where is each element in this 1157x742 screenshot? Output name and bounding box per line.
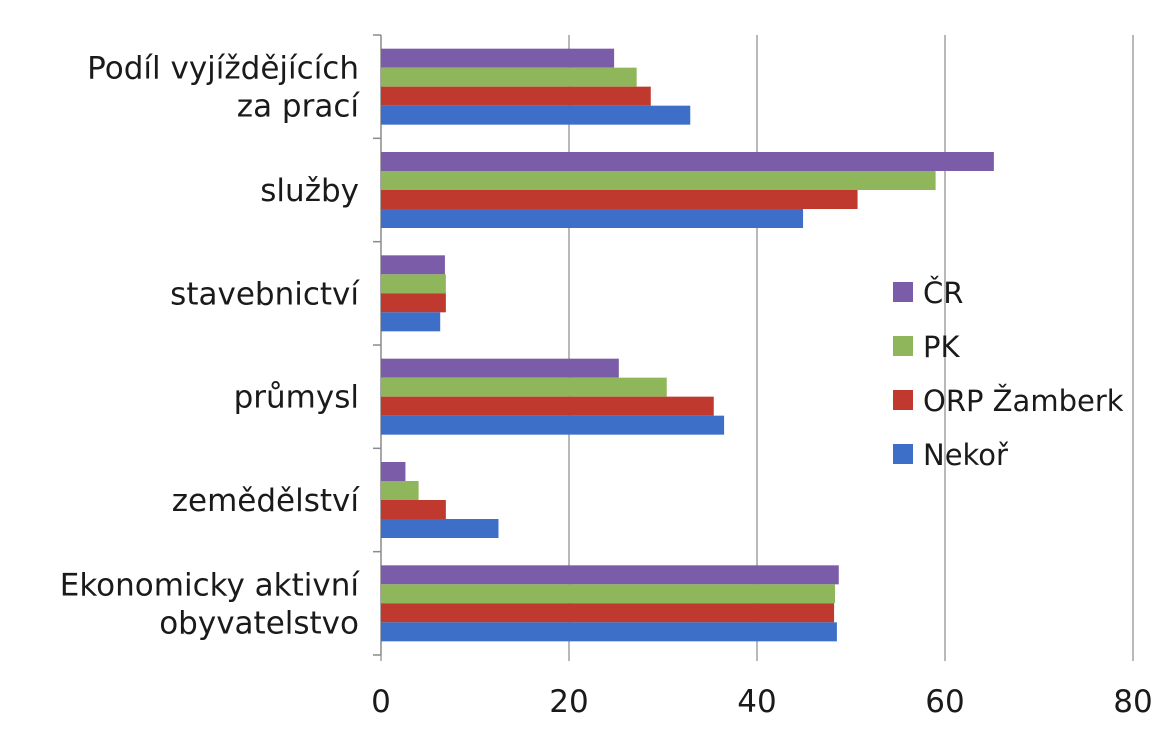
bar--r-0 (381, 48, 615, 68)
x-tick-label: 20 (549, 684, 588, 720)
bar-neko--4 (381, 519, 499, 538)
bar--r-5 (381, 565, 839, 585)
legend-item-neko-: Nekoř (893, 438, 1009, 472)
bar-pk-2 (381, 274, 446, 294)
bar-neko--0 (381, 105, 691, 125)
bar--r-1 (381, 152, 994, 171)
x-tick-labels: 0 20 40 60 80 (371, 684, 1153, 720)
category-label: Ekonomicky aktivní (60, 567, 361, 603)
category-label: za prací (237, 89, 361, 125)
bar--r-3 (381, 358, 619, 378)
x-tick-label: 0 (371, 684, 391, 720)
bar--r-2 (381, 255, 445, 275)
category-label: služby (260, 173, 359, 209)
bar-neko--2 (381, 312, 441, 332)
legend: ČR PK ORP Žamberk Nekoř (893, 276, 1124, 472)
bar-orp-amberk-3 (381, 396, 714, 416)
legend-item-pk: PK (893, 330, 960, 364)
legend-swatch (893, 444, 913, 464)
legend-swatch (893, 336, 913, 356)
legend-label: ORP Žamberk (923, 384, 1124, 418)
x-tick-label: 40 (737, 684, 776, 720)
category-label: obyvatelstvo (159, 605, 359, 641)
legend-item--r: ČR (893, 276, 963, 310)
legend-item-orp-amberk: ORP Žamberk (893, 384, 1124, 418)
bar-pk-4 (381, 481, 419, 500)
category-label: Podíl vyjíždějících (87, 51, 359, 87)
bar-orp-amberk-0 (381, 86, 651, 106)
bar-orp-amberk-5 (381, 603, 835, 623)
bar-orp-amberk-1 (381, 190, 858, 209)
axes (373, 34, 1134, 661)
bar-pk-0 (381, 67, 637, 87)
legend-swatch (893, 390, 913, 410)
grid-lines (568, 35, 1134, 655)
bar--r-4 (381, 462, 406, 481)
bar-orp-amberk-2 (381, 293, 446, 313)
bar-orp-amberk-4 (381, 500, 446, 519)
legend-swatch (893, 282, 913, 302)
category-label: stavebnictví (170, 276, 360, 312)
bars (381, 48, 994, 642)
x-tick-label: 80 (1113, 684, 1152, 720)
bar-pk-3 (381, 377, 667, 397)
bar-pk-5 (381, 584, 836, 604)
legend-label: ČR (923, 276, 963, 310)
bar-neko--5 (381, 622, 837, 642)
category-label: zemědělství (172, 483, 361, 519)
category-label: průmysl (234, 380, 359, 416)
legend-label: PK (923, 330, 960, 364)
bar-neko--3 (381, 415, 725, 435)
x-tick-label: 60 (925, 684, 964, 720)
bar-pk-1 (381, 171, 936, 190)
bar-neko--1 (381, 209, 804, 228)
legend-label: Nekoř (923, 438, 1009, 472)
